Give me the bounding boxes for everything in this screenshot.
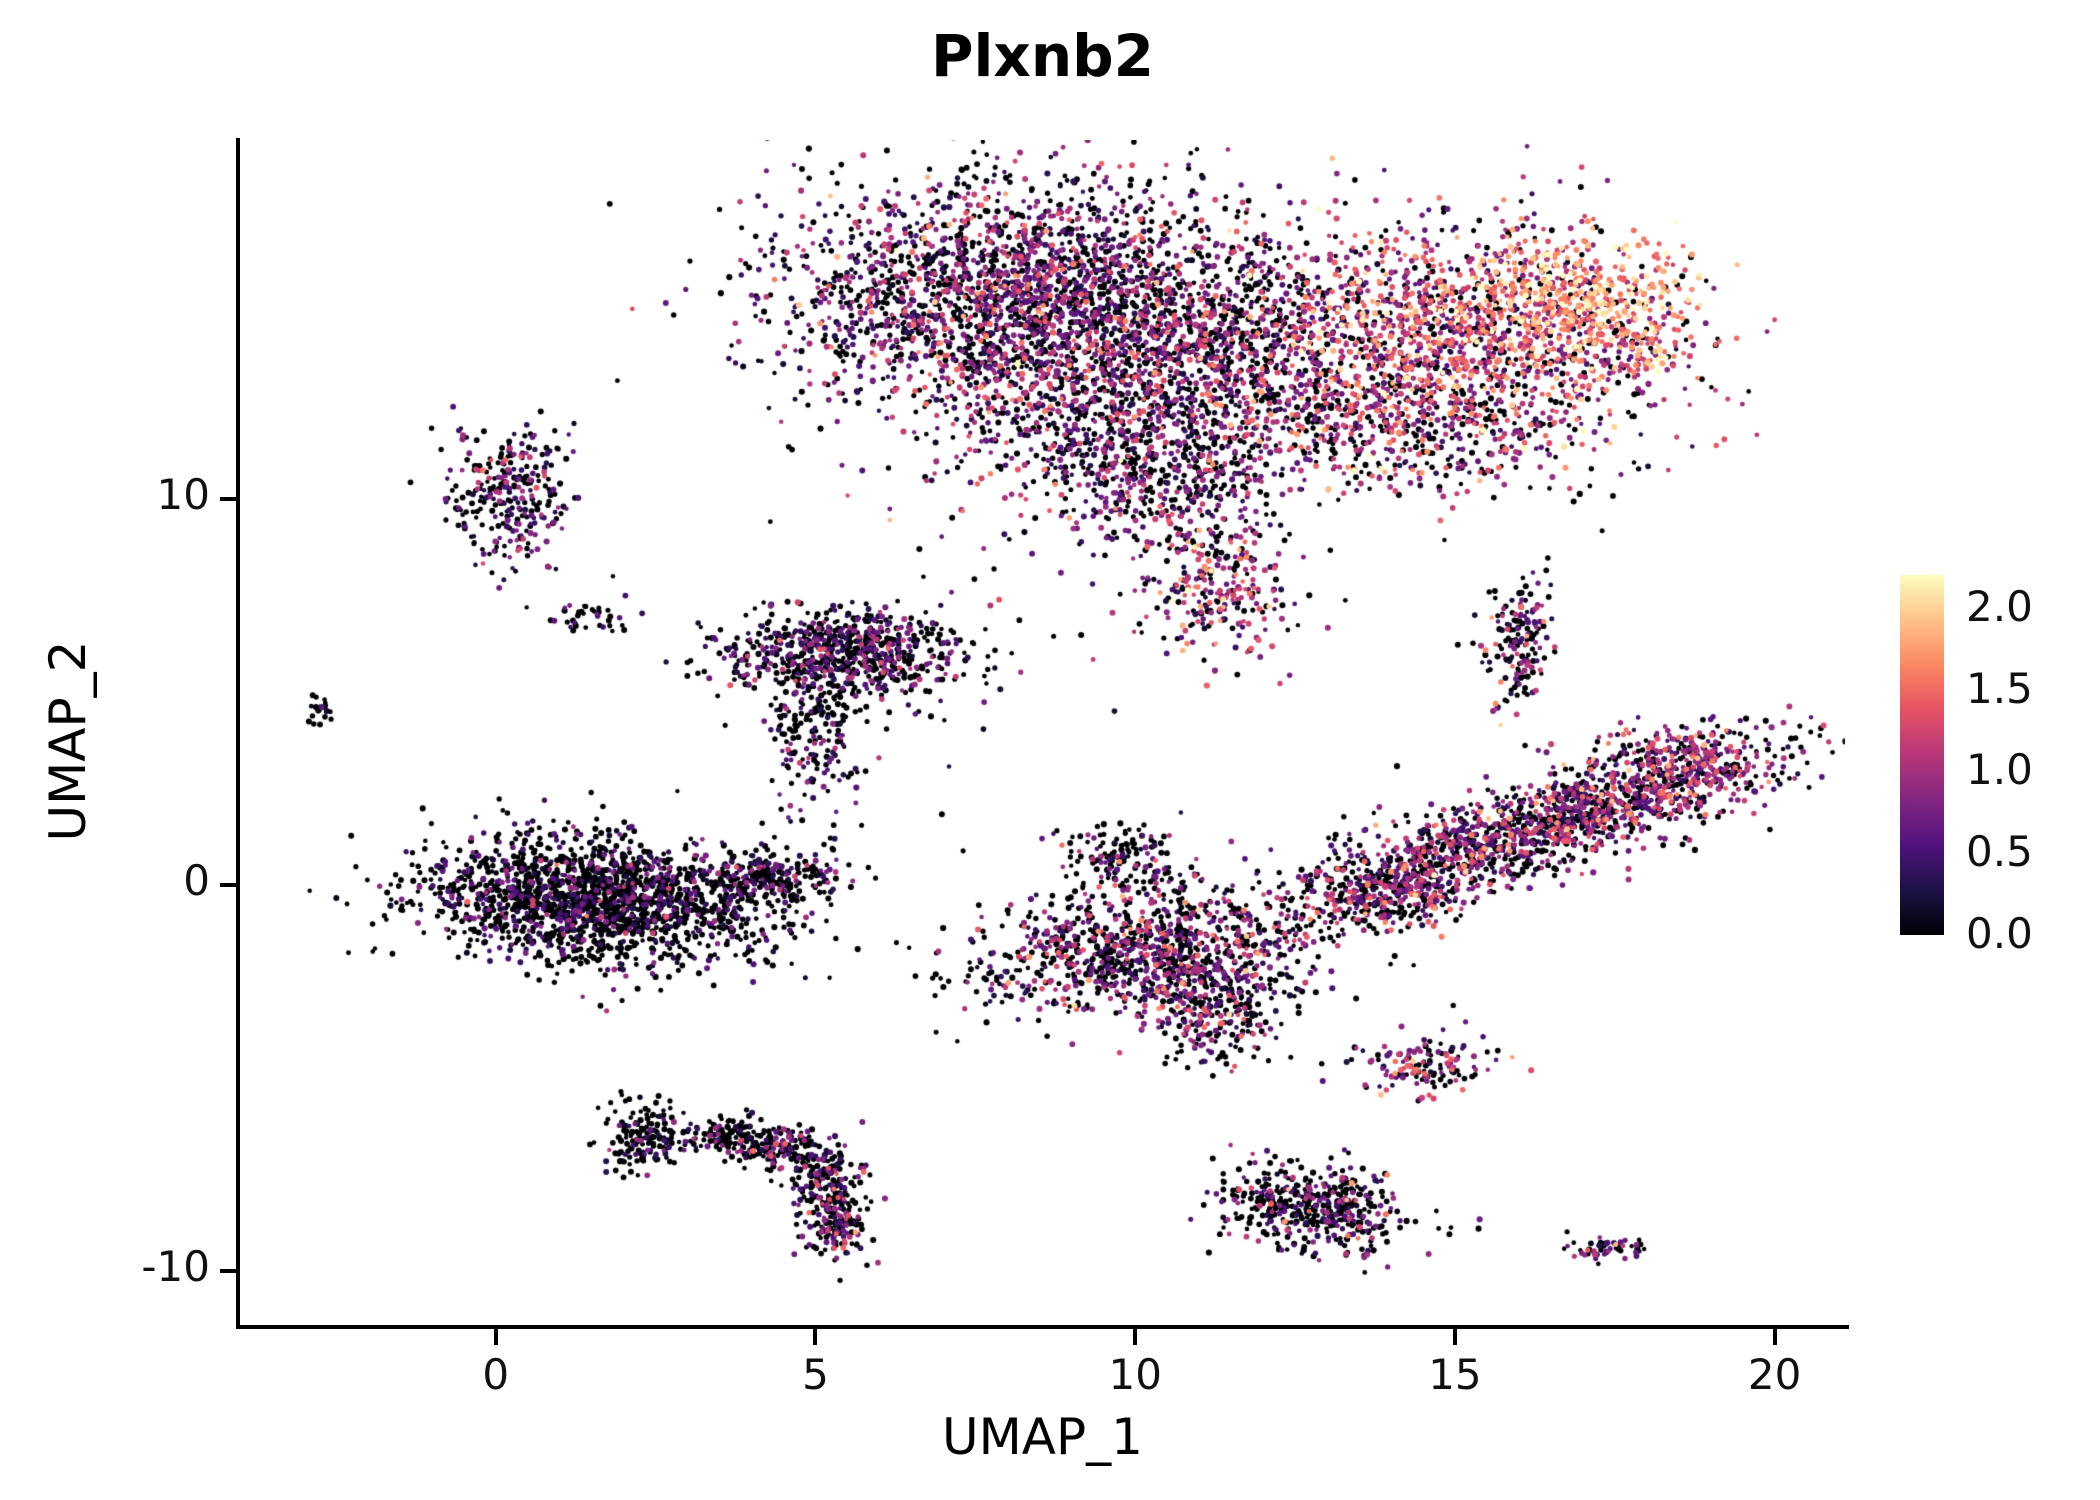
x-axis-tick	[1772, 1329, 1777, 1345]
umap-scatter-canvas	[240, 140, 1845, 1325]
colorbar-gradient	[1900, 575, 1944, 935]
chart-title: Plxnb2	[931, 22, 1154, 90]
y-axis-tick-label: -10	[141, 1241, 210, 1291]
x-axis-tick	[1133, 1329, 1138, 1345]
y-axis-tick	[220, 882, 236, 887]
x-axis-tick	[1452, 1329, 1457, 1345]
colorbar-tick-label: 0.0	[1966, 909, 2033, 958]
colorbar-tick-label: 1.5	[1966, 663, 2033, 713]
x-axis-tick	[493, 1329, 498, 1345]
y-axis-tick-label: 10	[156, 469, 210, 519]
x-axis-line	[236, 1325, 1849, 1329]
y-axis-tick	[220, 496, 236, 501]
y-axis-tick	[220, 1268, 236, 1273]
colorbar-tick-label: 0.5	[1966, 827, 2033, 877]
x-axis-tick-label: 0	[482, 1350, 510, 1399]
x-axis-tick-label: 10	[1108, 1350, 1162, 1399]
colorbar-tick-label: 1.0	[1966, 745, 2033, 795]
x-axis-tick-label: 20	[1747, 1350, 1802, 1399]
x-axis-tick-label: 5	[802, 1350, 829, 1399]
colorbar-tick-label: 2.0	[1966, 581, 2033, 631]
x-axis-tick-label: 15	[1428, 1350, 1482, 1399]
x-axis-title: UMAP_1	[942, 1408, 1143, 1466]
y-axis-line	[236, 138, 240, 1329]
x-axis-tick	[813, 1329, 818, 1345]
y-axis-tick-label: 0	[183, 855, 210, 905]
